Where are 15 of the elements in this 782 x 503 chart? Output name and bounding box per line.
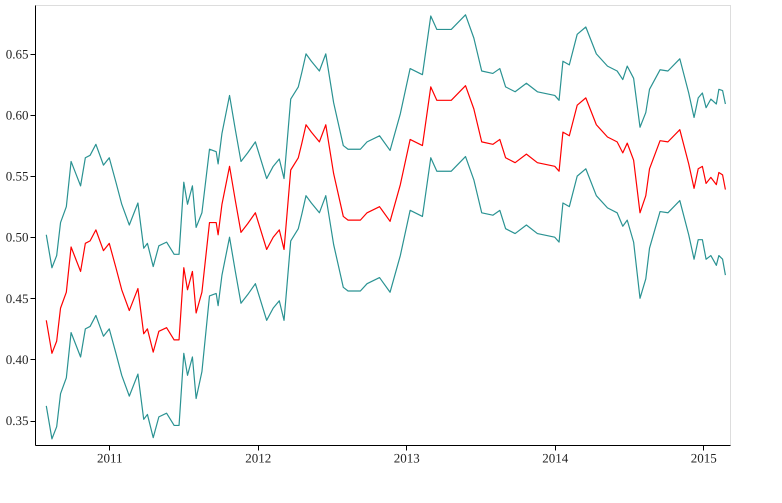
x-tick-label: 2013 bbox=[394, 450, 420, 466]
y-tick-label: 0.55 bbox=[6, 168, 28, 184]
x-tick-label: 2014 bbox=[542, 450, 569, 466]
line-series bbox=[46, 156, 726, 440]
x-tick-label: 2011 bbox=[96, 450, 123, 466]
line-series bbox=[46, 85, 726, 354]
x-tick-label: 2015 bbox=[690, 450, 717, 466]
y-tick-label: 0.60 bbox=[6, 108, 28, 122]
y-tick-label: 0.35 bbox=[6, 413, 28, 428]
y-tick-label: 0.45 bbox=[6, 290, 28, 306]
x-tick-label: 2012 bbox=[245, 450, 272, 466]
y-tick-label: 0.65 bbox=[6, 46, 28, 62]
y-tick-label: 0.40 bbox=[6, 352, 28, 367]
y-tick-label: 0.50 bbox=[6, 230, 28, 245]
line-series bbox=[46, 14, 726, 268]
